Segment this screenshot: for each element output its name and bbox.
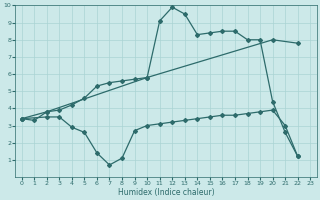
X-axis label: Humidex (Indice chaleur): Humidex (Indice chaleur) — [118, 188, 214, 197]
